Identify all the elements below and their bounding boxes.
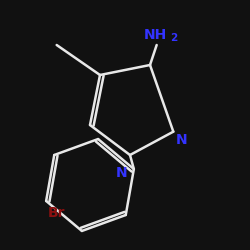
Text: NH: NH	[144, 28, 167, 42]
Text: Br: Br	[48, 206, 65, 220]
Text: N: N	[176, 133, 188, 147]
Text: 2: 2	[170, 33, 178, 43]
Text: N: N	[116, 166, 128, 180]
